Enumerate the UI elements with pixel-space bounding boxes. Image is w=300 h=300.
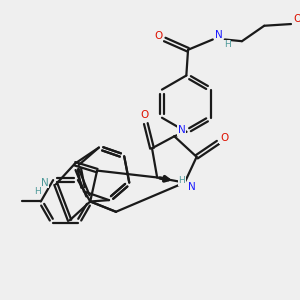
Text: O: O bbox=[293, 14, 300, 24]
Text: N: N bbox=[178, 125, 186, 135]
Text: O: O bbox=[140, 110, 148, 120]
Text: H: H bbox=[34, 188, 40, 196]
Text: H: H bbox=[178, 176, 185, 185]
Text: N: N bbox=[188, 182, 196, 192]
Text: O: O bbox=[220, 133, 228, 143]
Text: N: N bbox=[215, 30, 223, 40]
Text: O: O bbox=[154, 31, 163, 41]
Text: N: N bbox=[41, 178, 49, 188]
Text: H: H bbox=[224, 40, 231, 49]
